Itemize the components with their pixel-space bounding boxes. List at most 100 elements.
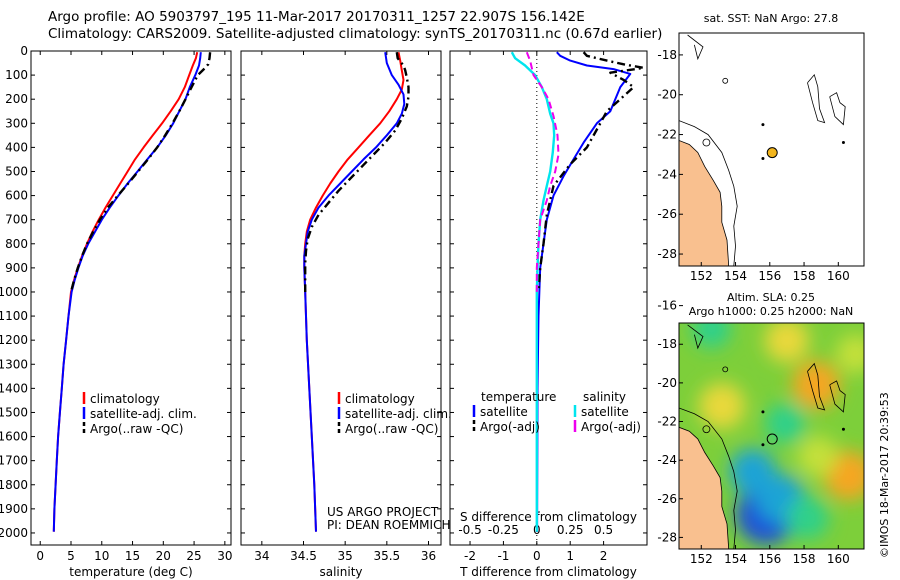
- difference-xlabel-top: S difference from climatology: [460, 510, 637, 524]
- temperature-ytick-label-1400: 1400: [0, 381, 28, 395]
- temperature-ytick-label-1600: 1600: [0, 430, 28, 444]
- difference-xtick-label-1: 1: [566, 549, 574, 563]
- sst_map-land: [679, 140, 730, 266]
- sst_map-ytick-label--22: -22: [657, 128, 677, 142]
- sla_map-ytick-label--26: -26: [657, 492, 677, 506]
- salinity-legend-1: satellite-adj. clim.: [345, 407, 452, 421]
- temperature-ytick-label-400: 400: [5, 140, 28, 154]
- diff-legend-salinity-title: salinity: [583, 390, 626, 404]
- sla_map-ridge-contour: [829, 380, 846, 413]
- temperature-ytick-label-1900: 1900: [0, 502, 28, 516]
- sla_map-xtick-label-158: 158: [793, 552, 816, 566]
- sla_map-xtick-label-160: 160: [827, 552, 850, 566]
- sst_map-seamount-contour: [807, 73, 826, 124]
- sst_map-ytick-label--20: -20: [657, 88, 677, 102]
- difference-frame: [449, 50, 648, 546]
- difference-xtick-label--1: -1: [497, 549, 509, 563]
- sst_map-islet-1: [722, 77, 729, 84]
- temperature-xtick-label-25: 25: [186, 549, 201, 563]
- sst_map-xtick-label-156: 156: [758, 269, 781, 283]
- salinity-legend-2: Argo(..raw -QC): [345, 422, 438, 436]
- header-climatology-line: Climatology: CARS2009. Satellite-adjuste…: [48, 26, 663, 42]
- temperature-xtick-label-30: 30: [217, 549, 232, 563]
- sla_map-ytick-label--24: -24: [657, 453, 677, 467]
- salinity-xtick-label-34: 34: [254, 549, 269, 563]
- difference-panel: -2 -1 0 1 2-0.5 -0.25 0 0.25 0.5S difference fro…: [449, 50, 648, 579]
- salinity-xtick-label-35.5: 35.5: [373, 549, 400, 563]
- sla_map-islet-2: [702, 425, 711, 434]
- sla_map-xtick-label-152: 152: [690, 552, 713, 566]
- sst_map-ytick-label--26: -26: [657, 207, 677, 221]
- temperature-ytick-label-1700: 1700: [0, 454, 28, 468]
- salinity-xtick-label-36: 36: [421, 549, 436, 563]
- sst_map-argo-marker: [766, 147, 778, 159]
- sla_map-anomaly-3: [786, 496, 829, 540]
- sla_map-anomaly-10: [797, 435, 839, 477]
- sst_map-xtick-label-160: 160: [827, 269, 850, 283]
- sla_map-anomaly-5: [692, 323, 731, 349]
- sla_map-ytick-label--22: -22: [657, 415, 677, 429]
- temperature-series-group: [52, 51, 212, 532]
- temperature-xtick-label-0: 0: [36, 549, 44, 563]
- temperature-ytick-label-1100: 1100: [0, 309, 28, 323]
- sla_map-land: [679, 426, 730, 549]
- temperature-ytick-label-100: 100: [5, 68, 28, 82]
- difference-xlabel: T difference from climatology: [459, 565, 637, 579]
- sla_map-ytick-label--20: -20: [657, 376, 677, 390]
- temperature-ytick-label-2000: 2000: [0, 526, 28, 540]
- sla_map-islet-5: [761, 443, 765, 447]
- difference-series-3: [525, 51, 560, 292]
- temperature-frame: [30, 50, 232, 546]
- difference-xtick-top-label-0.25: 0.25: [557, 523, 584, 537]
- diff-legend-temperature-satellite: satellite: [480, 405, 528, 419]
- sst_map-islet-4: [841, 141, 845, 145]
- temperature-legend-1: satellite-adj. clim.: [90, 407, 197, 421]
- temperature-panel: 0100200300400500600700800900100011001200…: [0, 44, 232, 579]
- sla_map-argo-marker: [766, 433, 778, 445]
- temperature-series-2: [69, 52, 212, 293]
- temperature-ytick-label-500: 500: [5, 164, 28, 178]
- difference-xtick-label--2: -2: [464, 549, 476, 563]
- sst_map-islet-2: [702, 138, 711, 147]
- salinity-frame: [240, 50, 442, 546]
- sla_map-xtick-label-154: 154: [724, 552, 747, 566]
- temperature-ytick-label-200: 200: [5, 92, 28, 106]
- sst_map-content: [679, 34, 846, 266]
- sla_map-anomaly-7: [764, 323, 810, 363]
- sla_map-ytick-label--28: -28: [657, 530, 677, 544]
- sst_map-xtick-label-158: 158: [793, 269, 816, 283]
- salinity-annotation-pi: PI: DEAN ROEMMICH: [327, 518, 450, 532]
- sst_map-ytick-label--28: -28: [657, 247, 677, 261]
- sla_map-ytick-label--16: -16: [657, 299, 677, 313]
- salinity-xtick-label-34.5: 34.5: [290, 549, 317, 563]
- sst-map-panel: sat. SST: NaN Argo: 27.8 152 154 156 158 160 -…: [657, 12, 865, 283]
- salinity-series-group: [303, 52, 410, 532]
- temperature-ytick-label-1200: 1200: [0, 333, 28, 347]
- sla_map-anomaly-8: [698, 383, 745, 430]
- temperature-ytick-label-1500: 1500: [0, 405, 28, 419]
- imos-credit: ©IMOS 18-Mar-2017 20:39:53: [878, 392, 891, 558]
- temperature-ytick-label-1000: 1000: [0, 285, 28, 299]
- temperature-ytick-label-0: 0: [20, 44, 28, 58]
- difference-xtick-label-0: 0: [533, 549, 541, 563]
- salinity-panel: 34 34.5 35 35.5 36 salinity climatologysatelli…: [240, 50, 452, 579]
- difference-xtick-top-label--0.25: -0.25: [488, 523, 519, 537]
- sla_map-seamount-contour: [807, 362, 826, 411]
- sst_map-islet-3: [761, 123, 765, 127]
- salinity-series-1: [303, 52, 406, 532]
- difference-xtick-top-label-0.5: 0.5: [594, 523, 613, 537]
- sst_map-depth-contour: [679, 120, 738, 266]
- temperature-ytick-label-1800: 1800: [0, 478, 28, 492]
- sla_map-anomaly-11: [836, 334, 864, 374]
- temperature-ytick-label-1300: 1300: [0, 357, 28, 371]
- diff-legend-salinity-argo: Argo(-adj): [581, 420, 641, 434]
- diff-legend-temperature-argo: Argo(-adj): [480, 420, 540, 434]
- sst_map-ytick-label--24: -24: [657, 167, 677, 181]
- temperature-ytick-label-600: 600: [5, 189, 28, 203]
- temperature-xtick-label-10: 10: [94, 549, 109, 563]
- sla_map-islet-1: [722, 366, 729, 373]
- difference-xtick-top-label--0.5: -0.5: [458, 523, 481, 537]
- salinity-xtick-label-35: 35: [338, 549, 353, 563]
